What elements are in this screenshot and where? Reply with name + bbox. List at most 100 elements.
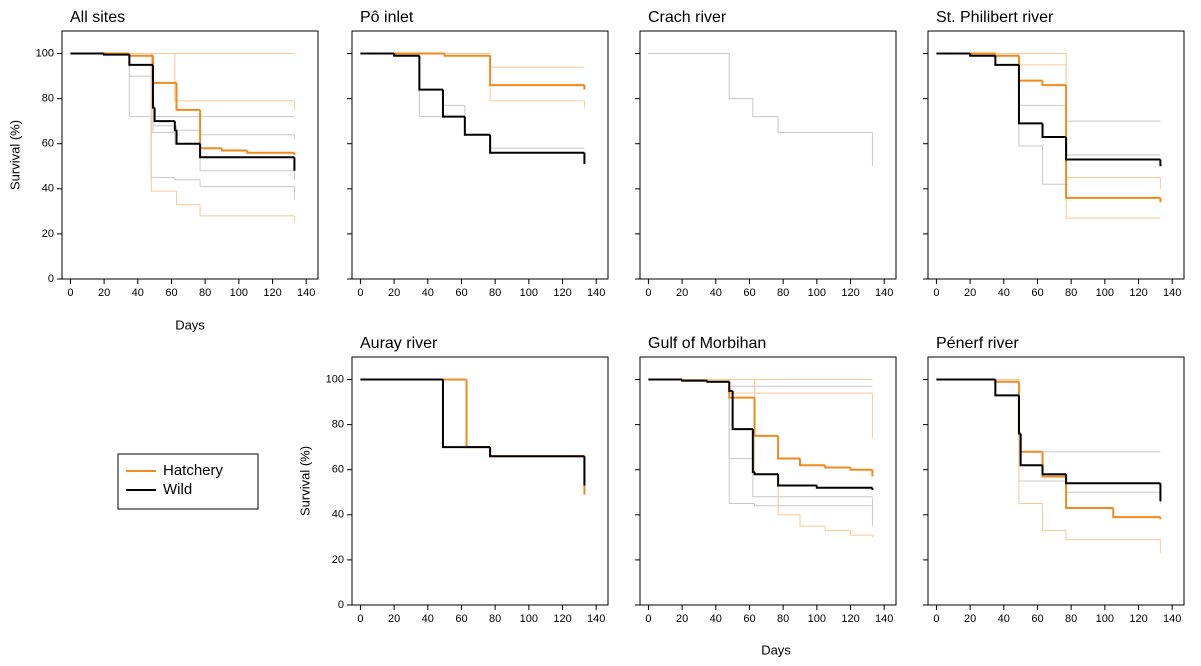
curve-step	[153, 107, 175, 123]
panel-title: Pô inlet	[360, 9, 414, 26]
x-tick-label: 20	[388, 613, 400, 625]
x-tick-label: 100	[230, 287, 248, 299]
curve-step	[706, 380, 730, 383]
curve-step	[777, 474, 817, 487]
curve-step	[103, 53, 130, 56]
curve-step	[753, 471, 779, 476]
x-tick-label: 20	[388, 287, 400, 299]
curve-step	[777, 474, 800, 516]
x-tick-label: 100	[808, 287, 826, 299]
curve-step	[174, 53, 295, 102]
curve-step	[199, 130, 295, 136]
x-axis-label: Days	[175, 317, 205, 332]
x-tick-label: 120	[841, 613, 859, 625]
survival-curve	[360, 52, 586, 165]
panel-title: All sites	[70, 9, 125, 26]
x-tick-label: 0	[645, 613, 651, 625]
x-tick-label: 60	[1031, 613, 1043, 625]
x-tick-label: 20	[676, 613, 688, 625]
curve-step	[441, 89, 465, 118]
x-tick-label: 0	[357, 613, 363, 625]
x-tick-label: 80	[489, 613, 501, 625]
survival-curve	[936, 378, 1162, 502]
panel-title: Crach river	[648, 9, 727, 26]
curve-step	[174, 132, 201, 145]
x-tick-label: 60	[1031, 287, 1043, 299]
plot-frame	[639, 30, 897, 280]
survival-curve	[70, 52, 296, 155]
curve-step	[1018, 379, 1161, 453]
curve-step	[174, 177, 201, 181]
x-tick-label: 60	[743, 287, 755, 299]
survival-curve	[70, 53, 295, 118]
curve-step	[176, 191, 201, 206]
curve-step	[152, 76, 175, 133]
survival-curve	[936, 379, 1161, 504]
curve-step	[464, 105, 491, 136]
curve-step	[489, 447, 585, 458]
plot-frame	[351, 30, 609, 280]
curve-step	[1112, 508, 1161, 519]
x-tick-label: 120	[1129, 613, 1147, 625]
curve-step	[1065, 136, 1161, 161]
curve-step	[731, 390, 753, 431]
curve-step	[463, 116, 491, 136]
curve-step	[777, 116, 873, 133]
x-tick-label: 40	[132, 287, 144, 299]
x-tick-label: 80	[777, 613, 789, 625]
curve-step	[221, 148, 248, 152]
x-tick-label: 40	[422, 287, 434, 299]
survival-curve	[360, 378, 586, 486]
curve-step	[442, 104, 465, 117]
x-tick-label: 20	[676, 287, 688, 299]
curve-step	[1019, 433, 1043, 453]
x-tick-label: 100	[520, 613, 538, 625]
x-tick-label: 80	[199, 287, 211, 299]
curve-step	[1019, 433, 1043, 467]
survival-curve	[648, 378, 874, 477]
x-tick-label: 0	[933, 287, 939, 299]
curve-step	[799, 514, 826, 527]
plot-frame	[927, 30, 1185, 280]
survival-curve	[648, 379, 873, 439]
curve-step	[199, 143, 295, 159]
curve-step	[1041, 465, 1067, 476]
curve-step	[443, 53, 491, 57]
x-tick-label: 40	[710, 287, 722, 299]
curve-step	[489, 53, 585, 102]
x-tick-label: 60	[743, 613, 755, 625]
survival-curve	[360, 378, 586, 495]
curve-step	[849, 467, 873, 471]
survival-curve	[936, 53, 1161, 122]
y-tick-label: 100	[36, 47, 54, 59]
x-tick-label: 0	[933, 613, 939, 625]
curve-step	[1065, 85, 1161, 199]
y-tick-label: 0	[48, 273, 54, 285]
x-tick-label: 140	[587, 287, 605, 299]
x-tick-label: 20	[964, 287, 976, 299]
x-tick-label: 80	[1065, 613, 1077, 625]
x-tick-label: 60	[165, 287, 177, 299]
curve-step	[151, 64, 155, 109]
curve-step	[728, 379, 873, 387]
x-tick-label: 0	[357, 287, 363, 299]
curve-step	[1065, 53, 1161, 219]
x-tick-label: 20	[964, 613, 976, 625]
x-tick-label: 60	[455, 613, 467, 625]
curve-step	[752, 458, 873, 498]
curve-step	[489, 447, 585, 458]
x-tick-label: 140	[875, 613, 893, 625]
curve-step	[681, 379, 708, 382]
x-tick-label: 120	[553, 613, 571, 625]
x-tick-label: 140	[1163, 287, 1181, 299]
y-tick-label: 0	[338, 599, 344, 611]
x-tick-label: 100	[1096, 613, 1114, 625]
survival-curve	[360, 53, 585, 108]
curve-step	[777, 435, 800, 460]
y-tick-label: 20	[332, 554, 344, 566]
curve-step	[1017, 395, 1021, 435]
curve-step	[752, 98, 779, 118]
plot-frame	[61, 30, 319, 280]
y-tick-label: 40	[332, 509, 344, 521]
